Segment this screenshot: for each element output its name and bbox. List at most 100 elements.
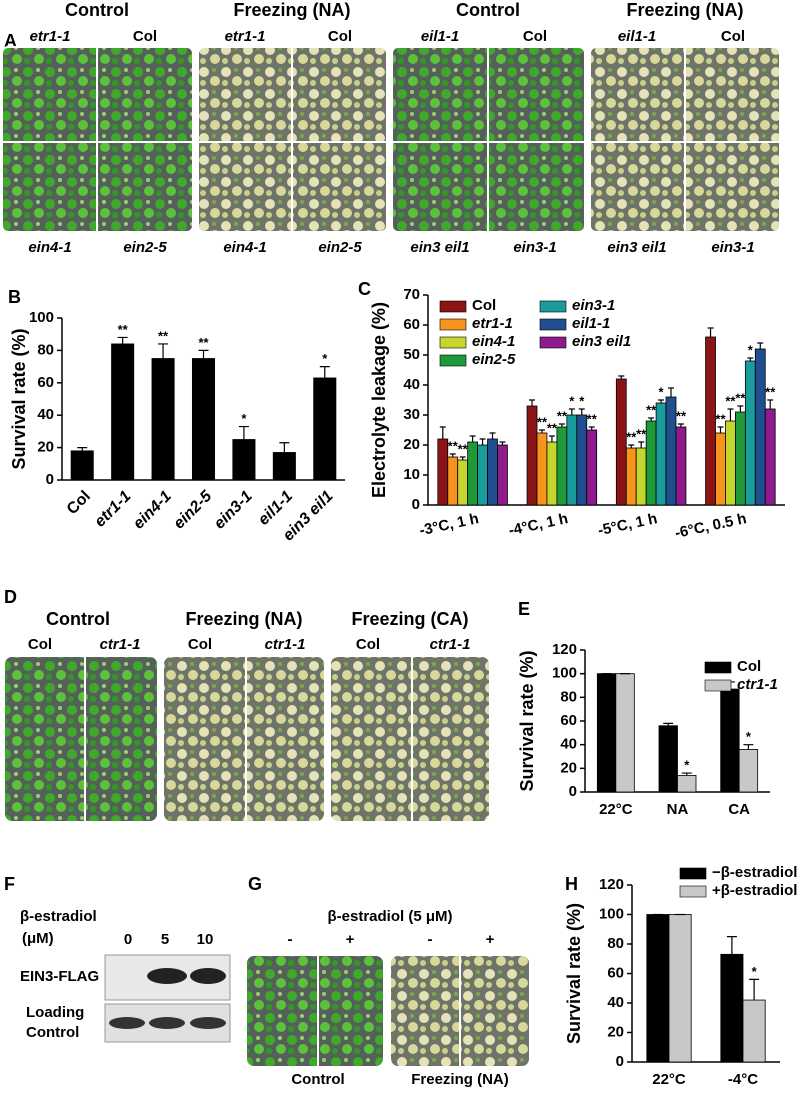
lane-label: -: [428, 931, 433, 948]
legend-label: Col: [472, 297, 496, 314]
unit: (μM): [22, 930, 54, 947]
y-tick-label: 0: [412, 496, 420, 513]
header: Control: [456, 0, 520, 20]
error-bar: [548, 435, 555, 442]
y-tick-label: 40: [560, 736, 577, 753]
panel-letter: F: [4, 874, 15, 894]
y-tick-label: 30: [403, 406, 420, 423]
treatment: β-estradiol: [20, 908, 97, 925]
treatment: β-estradiol (5 μM): [327, 908, 452, 925]
significance: **: [715, 411, 726, 426]
y-tick-label: 60: [607, 964, 624, 981]
bar: [738, 749, 759, 793]
y-axis-label: Survival rate (%): [9, 328, 29, 469]
bar: [645, 420, 657, 506]
genotype: ein3 eil1: [607, 239, 666, 256]
bar: [646, 914, 670, 1063]
bar: [111, 343, 135, 481]
y-tick-label: 0: [46, 471, 54, 488]
significance: *: [322, 351, 328, 366]
error-bar: [658, 399, 665, 403]
error-bar: [681, 772, 692, 776]
genotype: ein3-1: [513, 239, 556, 256]
legend-swatch: [539, 300, 567, 313]
y-tick-label: 0: [616, 1053, 624, 1070]
x-tick-label: ein2-5: [171, 487, 217, 533]
significance: *: [752, 964, 758, 979]
error-bar: [77, 447, 88, 451]
header: Freezing (NA): [234, 0, 351, 20]
bar: [576, 414, 588, 506]
error-bar: [707, 327, 714, 337]
significance: **: [676, 408, 687, 423]
y-tick-label: 80: [37, 341, 54, 358]
y-tick-label: 20: [37, 439, 54, 456]
significance: *: [579, 393, 585, 408]
error-bar: [558, 423, 565, 427]
photo-d: [3, 655, 491, 823]
x-tick-label: Col: [64, 488, 94, 518]
bar: [566, 414, 578, 506]
condition: Freezing (NA): [411, 1071, 509, 1088]
genotype: etr1-1: [30, 28, 71, 45]
error-bar: [449, 453, 456, 457]
significance: **: [765, 384, 776, 399]
bar: [556, 426, 568, 506]
error-bar: [238, 425, 249, 440]
significance: **: [636, 426, 647, 441]
bar: [437, 438, 449, 506]
y-axis-label: Electrolyte leakage (%): [369, 302, 389, 498]
significance: *: [746, 729, 752, 744]
bar: [742, 999, 766, 1063]
legend-label: ein4-1: [472, 333, 515, 350]
error-bar: [727, 408, 734, 421]
error-bar: [499, 441, 506, 445]
bar: [70, 450, 94, 481]
error-bar: [677, 423, 684, 427]
lane-label: 5: [161, 931, 169, 948]
y-tick-label: 20: [560, 759, 577, 776]
error-bar: [747, 357, 754, 361]
bar: [151, 358, 175, 481]
significance: **: [557, 408, 568, 423]
y-tick-label: 70: [403, 286, 420, 303]
row-label: Loading: [26, 1004, 84, 1021]
bar: [596, 673, 617, 793]
photo-a: [1, 46, 781, 233]
x-tick-label: 22°C: [652, 1071, 686, 1088]
y-tick-label: 80: [560, 688, 577, 705]
panel-letter: A: [4, 31, 17, 51]
significance: *: [569, 393, 575, 408]
y-axis-label: Survival rate (%): [517, 650, 537, 791]
legend-swatch: [539, 336, 567, 349]
error-bar: [717, 426, 724, 433]
y-tick-label: 120: [599, 876, 624, 893]
lane-label: -: [288, 931, 293, 948]
y-tick-label: 100: [599, 905, 624, 922]
genotype: Col: [188, 636, 212, 653]
bar: [447, 456, 459, 506]
bar: [705, 336, 716, 506]
legend-swatch: [439, 318, 467, 331]
error-bar: [668, 387, 674, 397]
bar: [536, 432, 548, 506]
legend-label: ein2-5: [472, 351, 516, 368]
significance: **: [626, 429, 637, 444]
legend-swatch: [679, 885, 707, 898]
bar: [615, 673, 635, 793]
bar: [586, 429, 598, 506]
bar: [665, 396, 677, 506]
significance: **: [537, 414, 548, 429]
error-bar: [628, 444, 635, 448]
legend-swatch: [439, 354, 467, 367]
legend-swatch: [439, 336, 467, 349]
legend-label: eil1-1: [572, 315, 610, 332]
y-tick-label: 60: [403, 316, 420, 333]
genotype: Col: [356, 636, 380, 653]
error-bar: [568, 408, 575, 415]
legend-label: −β-estradiol: [712, 864, 797, 881]
x-tick-label: CA: [728, 801, 750, 818]
bar: [232, 439, 256, 481]
legend-label: ein3 eil1: [572, 333, 631, 350]
